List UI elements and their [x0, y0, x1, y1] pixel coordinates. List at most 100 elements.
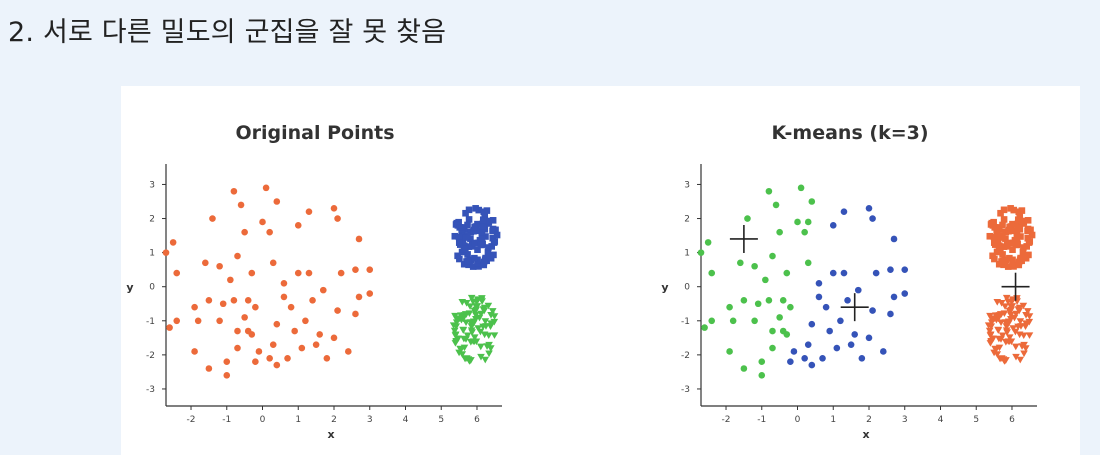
data-point — [474, 246, 481, 254]
x-tick-label: 6 — [1009, 415, 1015, 425]
data-point — [995, 260, 1003, 268]
data-point — [804, 218, 812, 226]
data-point — [209, 215, 216, 222]
x-tick-label: 4 — [938, 415, 944, 425]
data-point — [467, 294, 476, 302]
data-point — [787, 303, 794, 311]
data-point — [998, 332, 1007, 340]
data-point — [1017, 233, 1024, 240]
data-point — [1020, 341, 1028, 349]
data-point — [202, 259, 209, 267]
data-point — [191, 348, 198, 355]
data-point — [783, 269, 791, 277]
data-point — [309, 297, 316, 304]
data-point — [865, 334, 873, 342]
data-point — [997, 209, 1004, 217]
data-point — [993, 224, 1001, 231]
data-point — [985, 327, 994, 335]
data-point — [808, 320, 816, 328]
y-tick-label: -3 — [681, 385, 690, 395]
x-tick-label: 3 — [367, 415, 373, 425]
data-point — [787, 358, 794, 365]
data-point — [1006, 254, 1013, 262]
data-point — [1011, 343, 1020, 351]
data-point — [462, 209, 469, 217]
data-point — [890, 235, 898, 243]
data-point — [294, 222, 302, 229]
data-point — [323, 354, 331, 362]
data-point — [869, 307, 876, 314]
data-point — [462, 319, 470, 327]
data-point — [737, 259, 744, 267]
data-point — [490, 332, 499, 339]
x-axis-label: x — [327, 428, 334, 441]
y-tick-label: 3 — [149, 180, 155, 190]
data-point — [995, 245, 1003, 253]
data-point — [458, 224, 466, 231]
slide-title: 2. 서로 다른 밀도의 군집을 잘 못 찾음 — [8, 17, 447, 48]
data-point — [869, 215, 876, 222]
data-point — [1016, 318, 1025, 325]
data-point — [230, 297, 238, 304]
data-point — [872, 269, 880, 277]
data-point — [740, 365, 748, 372]
data-point — [478, 298, 486, 305]
data-point — [815, 279, 823, 287]
data-point — [330, 205, 338, 212]
data-point — [1002, 294, 1011, 302]
chart-title: K-means (k=3) — [771, 122, 928, 144]
data-point — [469, 263, 477, 270]
data-point — [493, 231, 501, 239]
data-point — [223, 372, 231, 379]
data-point — [280, 279, 288, 287]
data-point — [776, 314, 783, 321]
data-point — [241, 228, 248, 236]
y-tick-label: 0 — [149, 283, 155, 293]
data-point — [822, 303, 830, 311]
data-point — [234, 327, 241, 335]
data-point — [1018, 217, 1026, 225]
data-point — [751, 262, 758, 270]
data-point — [490, 318, 499, 326]
data-point — [237, 201, 245, 209]
data-point — [269, 259, 277, 267]
x-tick-label: 2 — [866, 415, 872, 425]
data-point — [294, 269, 302, 277]
data-point — [230, 187, 238, 195]
y-tick-label: -2 — [681, 351, 690, 361]
data-point — [355, 235, 363, 243]
data-point — [490, 251, 497, 259]
data-point — [1019, 248, 1027, 256]
data-point — [459, 240, 467, 247]
data-point — [837, 317, 844, 325]
data-point — [1009, 246, 1016, 254]
data-point — [833, 344, 841, 352]
y-axis-label: y — [126, 281, 133, 294]
data-point — [477, 241, 485, 249]
data-point — [455, 239, 463, 246]
data-point — [464, 251, 471, 258]
x-tick-label: 6 — [474, 415, 480, 425]
y-tick-label: 1 — [684, 249, 690, 259]
data-point — [1024, 227, 1031, 235]
data-point — [467, 323, 476, 330]
data-point — [751, 317, 758, 325]
data-point — [244, 327, 252, 335]
data-point — [234, 344, 241, 352]
data-point — [482, 254, 489, 262]
data-point — [463, 332, 472, 340]
data-point — [334, 215, 341, 222]
data-point — [234, 252, 241, 260]
data-point — [464, 257, 472, 265]
data-point — [465, 206, 473, 214]
data-point — [1019, 332, 1028, 340]
data-point — [1017, 254, 1024, 262]
x-tick-label: 5 — [438, 415, 444, 425]
data-point — [491, 238, 499, 245]
data-point — [779, 327, 787, 335]
data-point — [1021, 253, 1029, 261]
data-point — [479, 224, 487, 232]
data-point — [489, 217, 497, 224]
data-point — [1014, 216, 1022, 224]
data-point — [1023, 308, 1032, 315]
